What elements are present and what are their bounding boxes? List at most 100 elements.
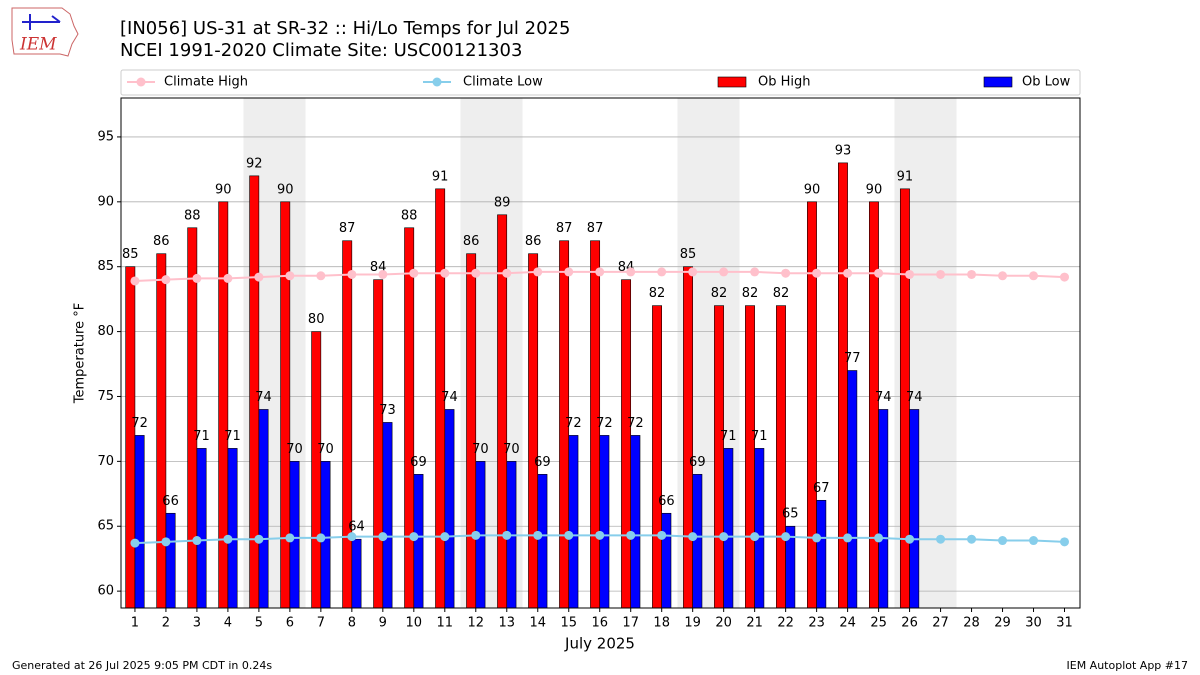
data-label: 77 (844, 351, 861, 366)
line-marker (409, 532, 419, 542)
line-marker (657, 267, 667, 277)
bar (621, 279, 632, 609)
data-label: 82 (711, 286, 728, 301)
line-marker (130, 538, 140, 548)
line-marker (440, 532, 450, 542)
bar (156, 253, 167, 609)
data-label: 69 (689, 455, 706, 470)
legend-swatch (983, 76, 1013, 88)
data-label: 86 (153, 234, 170, 249)
bar (816, 499, 827, 609)
line-marker (781, 268, 791, 278)
bar (413, 474, 424, 609)
line-marker (936, 269, 946, 279)
x-tick-label: 7 (317, 616, 325, 631)
x-tick-label: 23 (808, 616, 825, 631)
y-tick-label: 65 (97, 519, 114, 534)
data-label: 70 (286, 442, 303, 457)
line-marker (936, 534, 946, 544)
line-marker (719, 532, 729, 542)
data-label: 73 (379, 403, 396, 418)
line-marker (254, 534, 264, 544)
x-tick-label: 14 (529, 616, 546, 631)
x-tick-label: 9 (379, 616, 387, 631)
x-tick-label: 31 (1056, 616, 1073, 631)
data-label: 87 (556, 221, 573, 236)
x-tick-label: 1 (131, 616, 139, 631)
data-label: 91 (897, 169, 914, 184)
data-label: 88 (184, 208, 201, 223)
bar (187, 227, 198, 609)
x-tick-label: 25 (870, 616, 887, 631)
data-label: 66 (658, 494, 675, 509)
data-label: 70 (503, 442, 520, 457)
y-tick-label: 85 (97, 259, 114, 274)
data-label: 82 (742, 286, 759, 301)
data-label: 90 (866, 182, 883, 197)
x-tick-label: 6 (286, 616, 294, 631)
bar (568, 435, 579, 609)
line-marker (316, 271, 326, 281)
line-marker (161, 275, 171, 285)
bar (599, 435, 610, 609)
plot-frame (120, 97, 1081, 609)
bar (847, 370, 858, 609)
bar (196, 448, 207, 609)
line-marker (967, 534, 977, 544)
line-marker (1029, 271, 1039, 281)
bar (776, 305, 786, 609)
bar (342, 240, 353, 609)
line-marker (254, 272, 264, 282)
x-tick-label: 4 (224, 616, 232, 631)
x-tick-label: 17 (622, 616, 639, 631)
bar (351, 538, 362, 609)
line-marker (657, 530, 667, 540)
line-marker (688, 267, 698, 277)
bar (218, 201, 229, 609)
line-marker (564, 267, 574, 277)
data-label: 88 (401, 208, 418, 223)
bar (280, 201, 291, 609)
x-tick-label: 2 (162, 616, 170, 631)
x-tick-label: 11 (437, 616, 454, 631)
x-tick-label: 26 (901, 616, 918, 631)
data-label: 66 (162, 494, 179, 509)
data-label: 86 (463, 234, 480, 249)
bar (404, 227, 415, 609)
bar (134, 435, 145, 609)
line-marker (967, 269, 977, 279)
data-label: 72 (596, 416, 613, 431)
y-tick-label: 70 (97, 454, 114, 469)
line-marker (750, 532, 760, 542)
data-label: 85 (122, 247, 139, 262)
legend-marker (432, 77, 442, 87)
line-marker (409, 268, 419, 278)
data-label: 80 (308, 312, 325, 327)
data-label: 90 (277, 182, 294, 197)
data-label: 85 (680, 247, 697, 262)
bar (382, 422, 393, 609)
line-marker (564, 530, 574, 540)
data-label: 70 (317, 442, 334, 457)
line-marker (192, 536, 202, 546)
x-tick-label: 24 (839, 616, 856, 631)
bar (652, 305, 662, 609)
x-tick-label: 18 (653, 616, 670, 631)
y-axis-label: Temperature °F (73, 303, 88, 404)
x-tick-label: 28 (963, 616, 980, 631)
y-tick-label: 75 (97, 389, 114, 404)
x-tick-label: 21 (746, 616, 763, 631)
x-tick-label: 12 (468, 616, 485, 631)
line-marker (905, 269, 915, 279)
line-marker (1060, 272, 1070, 282)
line-marker (533, 267, 543, 277)
line-marker (533, 530, 543, 540)
x-tick-label: 27 (932, 616, 949, 631)
line-marker (502, 530, 512, 540)
data-label: 91 (432, 169, 449, 184)
data-label: 65 (782, 507, 799, 522)
legend-label: Climate Low (463, 75, 543, 90)
x-tick-label: 15 (560, 616, 577, 631)
bar (754, 448, 765, 609)
